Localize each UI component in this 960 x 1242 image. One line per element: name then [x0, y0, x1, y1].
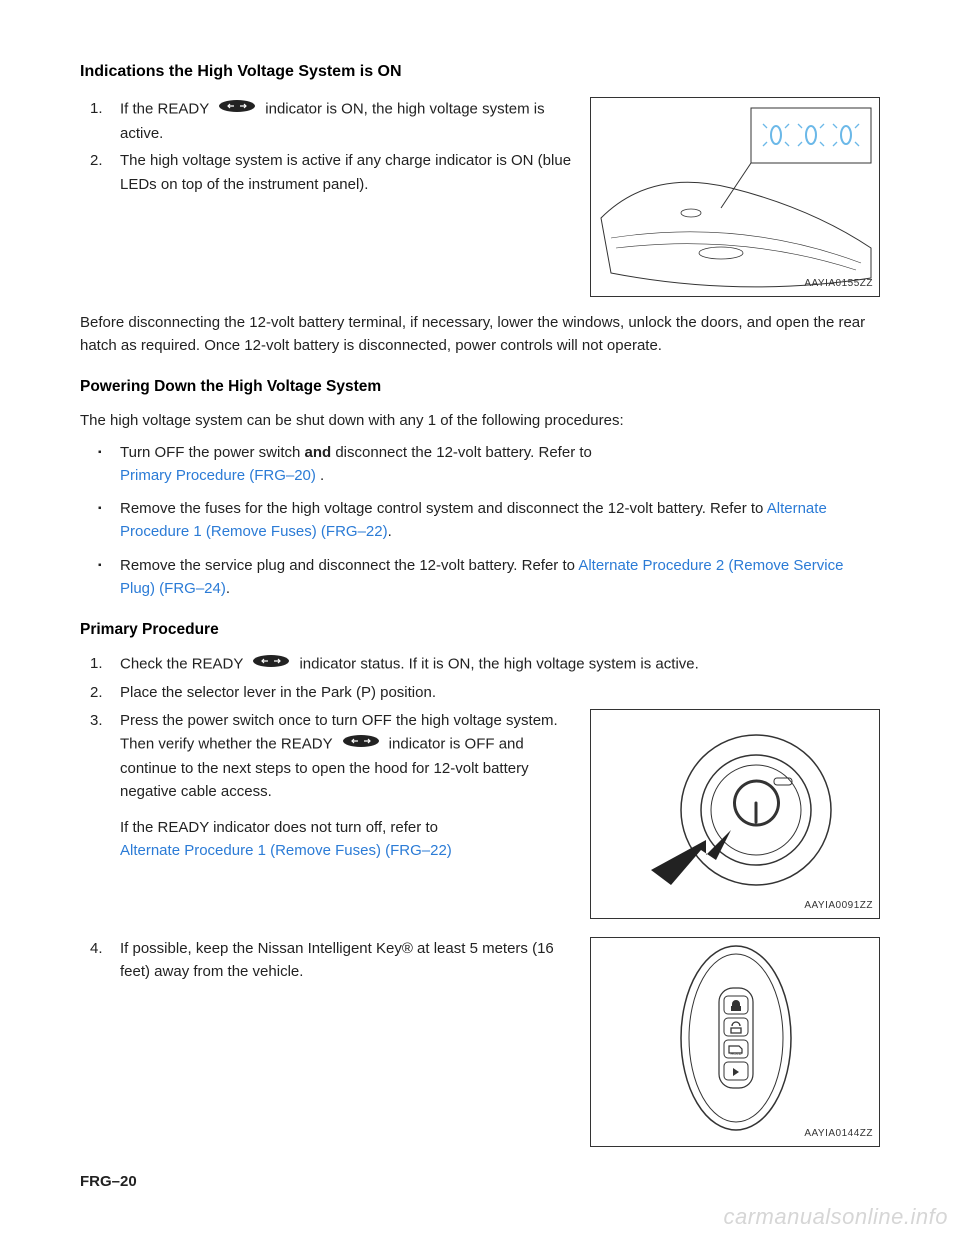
text: disconnect the 12-volt battery. Refer to — [331, 444, 592, 461]
list-item: Remove the service plug and disconnect t… — [120, 554, 880, 601]
paragraph: The high voltage system can be shut down… — [80, 409, 880, 432]
heading-primary-procedure: Primary Procedure — [80, 618, 880, 642]
text: . — [388, 523, 392, 540]
item-number: 4. — [90, 937, 103, 960]
figure-dashboard-leds: AAYIA0155ZZ — [590, 97, 880, 297]
item-number: 2. — [90, 149, 103, 172]
text: Remove the fuses for the high voltage co… — [120, 500, 767, 517]
text: Place the selector lever in the Park (P)… — [120, 684, 436, 701]
item-number: 3. — [90, 709, 103, 732]
figure-label: AAYIA0144ZZ — [804, 1126, 873, 1142]
figure-power-switch: AAYIA0091ZZ — [590, 709, 880, 919]
text: If the READY indicator does not turn off… — [120, 819, 438, 836]
list-item: 2. Place the selector lever in the Park … — [120, 681, 880, 704]
svg-text:HOLD: HOLD — [730, 1051, 741, 1056]
text: Remove the service plug and disconnect t… — [120, 557, 578, 574]
list-item: Turn OFF the power switch and disconnect… — [120, 441, 880, 488]
text: Check the READY — [120, 656, 247, 673]
page-number: FRG–20 — [80, 1170, 137, 1193]
figure-label: AAYIA0091ZZ — [804, 898, 873, 914]
heading-powering-down: Powering Down the High Voltage System — [80, 375, 880, 399]
list-item: 2. The high voltage system is active if … — [120, 149, 572, 196]
text: The high voltage system is active if any… — [120, 152, 571, 192]
item-number: 2. — [90, 681, 103, 704]
ready-icon — [216, 97, 258, 122]
list-item: Remove the fuses for the high voltage co… — [120, 497, 880, 544]
ready-icon — [340, 732, 382, 757]
watermark: carmanualsonline.info — [723, 1200, 948, 1234]
figure-intelligent-key: HOLD AAYIA0144ZZ — [590, 937, 880, 1147]
text: If possible, keep the Nissan Intelligent… — [120, 940, 554, 980]
text: . — [226, 580, 230, 597]
text: Turn OFF the power switch — [120, 444, 305, 461]
text: If the READY — [120, 100, 213, 117]
list-item: 1. If the READY indicator is ON, the hig… — [120, 97, 572, 146]
link-alt-procedure-1[interactable]: Alternate Procedure 1 (Remove Fuses) (FR… — [120, 842, 452, 859]
ready-icon — [250, 652, 292, 677]
bold-text: and — [305, 444, 332, 461]
text: . — [316, 467, 324, 484]
figure-label: AAYIA0155ZZ — [804, 276, 873, 292]
link-primary-procedure[interactable]: Primary Procedure (FRG–20) — [120, 467, 316, 484]
paragraph: Before disconnecting the 12-volt battery… — [80, 311, 880, 358]
item-number: 1. — [90, 97, 103, 120]
item-number: 1. — [90, 652, 103, 675]
heading-indications: Indications the High Voltage System is O… — [80, 60, 880, 85]
list-item: 1. Check the READY indicator status. If … — [120, 652, 880, 677]
text: indicator status. If it is ON, the high … — [299, 656, 698, 673]
